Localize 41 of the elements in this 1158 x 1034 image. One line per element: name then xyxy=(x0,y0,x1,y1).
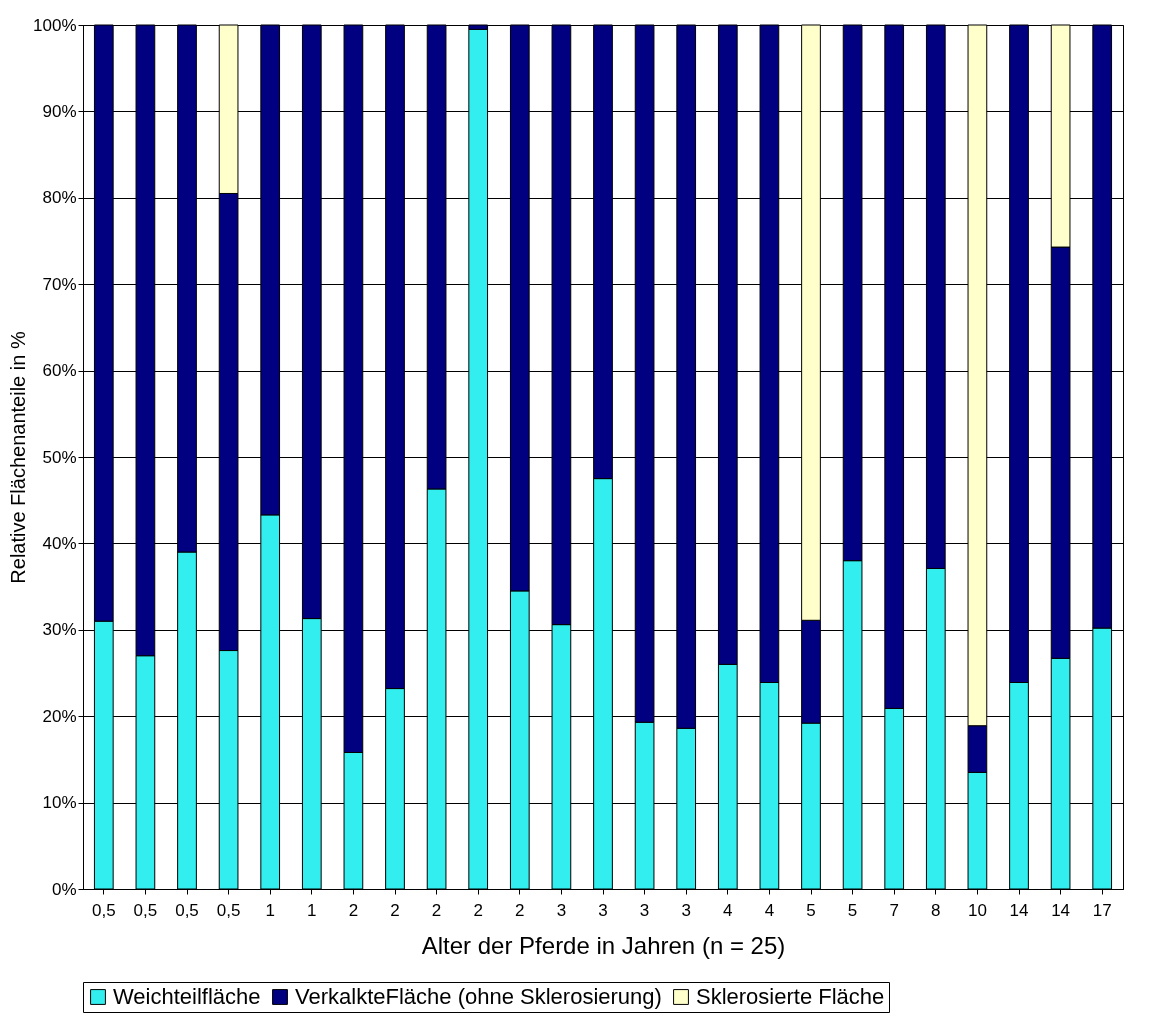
x-tick-label: 1 xyxy=(265,900,275,920)
x-tick-label: 2 xyxy=(473,900,483,920)
x-tick-label: 0,5 xyxy=(133,900,158,920)
x-tick-label: 14 xyxy=(1009,900,1029,920)
x-tick-label: 3 xyxy=(639,900,650,920)
y-axis-title: Relative Flächenanteile in % xyxy=(7,331,30,584)
legend-label: Sklerosierte Fläche xyxy=(696,984,885,1009)
y-tick-label: 30% xyxy=(42,620,77,640)
x-tick-label: 2 xyxy=(390,900,400,920)
x-axis-title: Alter der Pferde in Jahren (n = 25) xyxy=(421,931,786,959)
x-tick-label: 14 xyxy=(1051,900,1071,920)
y-tick-label: 50% xyxy=(42,447,77,467)
x-tick-label: 5 xyxy=(806,900,816,920)
y-tick-label: 40% xyxy=(42,533,77,553)
x-tick-label: 4 xyxy=(764,900,775,920)
y-tick-label: 80% xyxy=(42,188,77,208)
x-tick-label: 8 xyxy=(931,900,941,920)
x-tick-label: 0,5 xyxy=(91,900,116,920)
x-tick-label: 17 xyxy=(1092,900,1112,920)
x-tick-label: 7 xyxy=(889,900,899,920)
x-tick-label: 3 xyxy=(681,900,691,920)
x-tick-label: 0,5 xyxy=(175,900,199,920)
legend-label: VerkalkteFläche (ohne Sklerosierung) xyxy=(295,984,662,1009)
y-tick-label: 20% xyxy=(42,706,77,726)
x-tick-label: 2 xyxy=(431,900,442,920)
x-tick-label: 1 xyxy=(307,900,317,920)
x-tick-label: 10 xyxy=(967,900,987,920)
y-tick-label: 0% xyxy=(51,879,77,899)
x-tick-label: 2 xyxy=(348,900,359,920)
x-tick-label: 0,5 xyxy=(216,900,241,920)
x-tick-label: 5 xyxy=(847,900,858,920)
y-tick-label: 10% xyxy=(42,793,77,813)
y-tick-label: 100% xyxy=(33,15,77,35)
y-tick-label: 70% xyxy=(42,274,77,294)
x-tick-label: 4 xyxy=(723,900,733,920)
x-tick-label: 3 xyxy=(598,900,608,920)
y-tick-label: 60% xyxy=(42,361,77,381)
x-tick-label: 3 xyxy=(556,900,567,920)
y-tick-label: 90% xyxy=(42,101,77,121)
x-tick-label: 2 xyxy=(515,900,525,920)
legend-label: Weichteilfläche xyxy=(113,984,261,1009)
